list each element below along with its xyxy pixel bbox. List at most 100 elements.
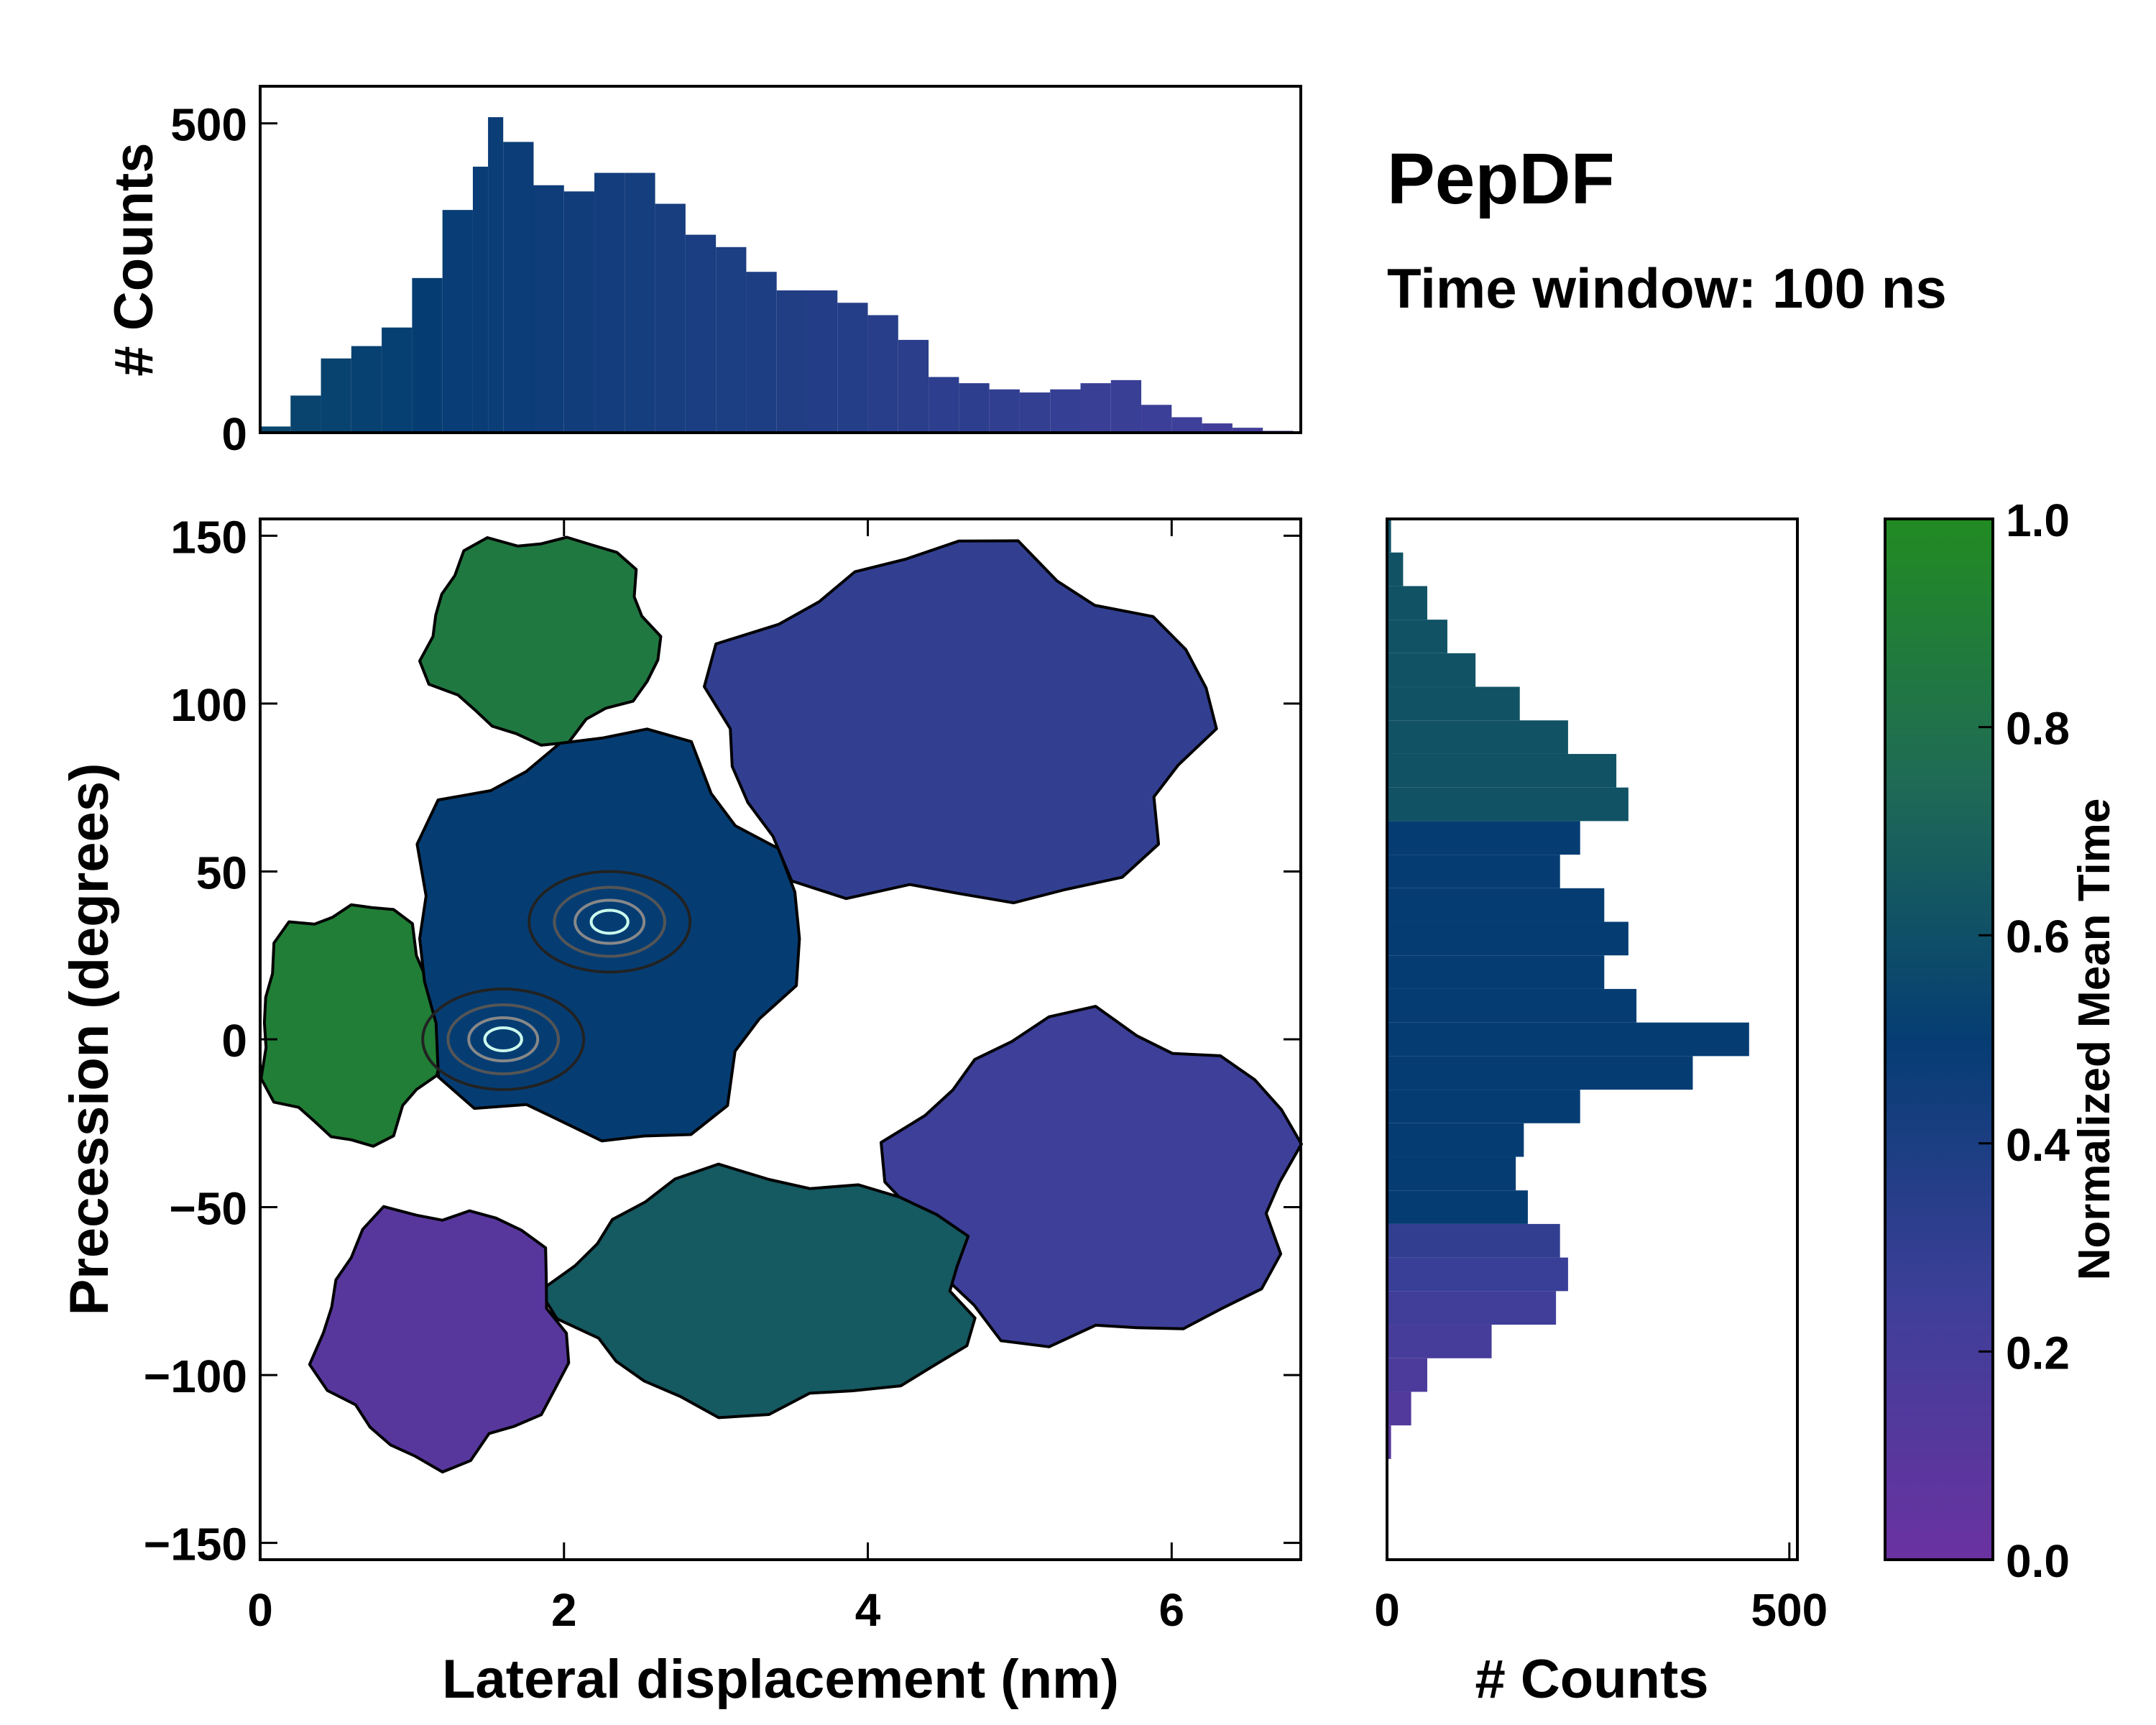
- heatmap-region: [538, 1162, 977, 1420]
- right-histogram-bar: [1387, 1223, 1560, 1258]
- x-tick-label: 6: [1159, 1584, 1185, 1636]
- colorbar-tick-label: 0.2: [2006, 1327, 2070, 1379]
- top-histogram-bar: [260, 426, 291, 433]
- top-histogram-bar: [837, 303, 868, 433]
- top-histogram-bar: [594, 172, 625, 433]
- colorbar-tick-label: 0.8: [2006, 703, 2070, 755]
- density-contour: [553, 886, 666, 958]
- top-histogram-bar: [655, 203, 686, 433]
- right-histogram-bar: [1387, 686, 1520, 721]
- top-histogram-bar: [625, 172, 655, 433]
- right-histogram-bar: [1387, 653, 1476, 687]
- right-histogram-panel: 0 500 # Counts: [1374, 518, 1828, 1710]
- top-histogram-bar: [898, 339, 929, 433]
- top-histogram-bar: [1019, 392, 1051, 433]
- top-histogram-bar: [685, 234, 717, 433]
- density-contour: [528, 870, 692, 974]
- top-histogram-bar: [867, 315, 898, 433]
- top-histogram-bar: [412, 277, 443, 433]
- right-histogram-bar: [1387, 586, 1427, 620]
- colorbar-frame: [1884, 518, 1994, 1561]
- x-tick-label: 4: [855, 1584, 881, 1636]
- top-histogram-bar: [1080, 383, 1111, 433]
- colorbar-gradient: [1885, 519, 1993, 1560]
- x-tick-label: 0: [247, 1584, 273, 1636]
- chart-title: PepDF: [1387, 139, 1615, 219]
- right-histogram-bar: [1387, 720, 1568, 754]
- heatmap-region: [418, 535, 663, 747]
- main-axis-ticks: 0 2 4 6 −150 −100 −50 0 50 100 150: [144, 511, 1301, 1636]
- heatmap-region: [415, 727, 801, 1143]
- top-histogram-bars: [260, 117, 1294, 433]
- right-histogram-x-label: # Counts: [1475, 1649, 1708, 1710]
- main-heatmap-panel: 0 2 4 6 −150 −100 −50 0 50 100 150 Lateral displac…: [59, 511, 1303, 1710]
- right-histogram-bar: [1387, 921, 1628, 956]
- top-histogram-bar: [533, 185, 564, 433]
- top-histogram-bar: [716, 247, 747, 433]
- right-histogram-bar: [1387, 1425, 1391, 1459]
- top-histogram-bar: [1110, 380, 1142, 433]
- right-histogram-bars: [1387, 519, 1749, 1459]
- right-histogram-bar: [1387, 519, 1391, 553]
- right-histogram-bar: [1387, 620, 1447, 653]
- right-histogram-frame: [1386, 518, 1799, 1561]
- top-histogram-frame: [259, 85, 1302, 434]
- heatmap-regions: [259, 535, 1303, 1473]
- colorbar-tick-label: 0.4: [2006, 1119, 2070, 1171]
- top-histogram-bar: [929, 377, 959, 433]
- top-histogram-panel: 0 500 # Counts: [103, 85, 1302, 460]
- right-histogram-bar: [1387, 888, 1605, 922]
- right-histogram-ticks: 0 500: [1374, 1542, 1828, 1636]
- top-histogram-bar: [382, 327, 413, 433]
- right-x-tick-label: 0: [1374, 1584, 1400, 1636]
- right-x-tick-label: 500: [1751, 1584, 1828, 1636]
- top-histogram-bar: [321, 358, 351, 433]
- top-histogram-bar: [959, 383, 990, 433]
- right-histogram-bar: [1387, 1291, 1557, 1325]
- heatmap-region: [259, 903, 448, 1148]
- right-histogram-bar: [1387, 787, 1628, 822]
- top-histogram-bar: [746, 272, 777, 433]
- right-histogram-bar: [1387, 1090, 1580, 1123]
- colorbar-tick-label: 0.0: [2006, 1535, 2070, 1587]
- right-histogram-bar: [1387, 1358, 1427, 1392]
- y-tick-label: 0: [221, 1015, 247, 1067]
- colorbar-ticks: 0.0 0.2 0.4 0.6 0.8 1.0: [1978, 494, 2070, 1587]
- right-histogram-bar: [1387, 855, 1560, 888]
- right-histogram-bar: [1387, 1123, 1524, 1157]
- x-tick-label: 2: [551, 1584, 577, 1636]
- colorbar-tick-label: 1.0: [2006, 494, 2070, 546]
- y-tick-label: −150: [144, 1519, 247, 1570]
- top-histogram-bar: [442, 210, 473, 433]
- right-histogram-bar: [1387, 1257, 1568, 1292]
- right-histogram-bar: [1387, 1392, 1411, 1426]
- top-histogram-bar: [1202, 423, 1233, 433]
- y-tick-label: 150: [170, 511, 247, 563]
- y-tick-label: 100: [170, 679, 247, 731]
- colorbar-tick-label: 0.6: [2006, 911, 2070, 962]
- top-histogram-bar: [1232, 428, 1263, 433]
- top-histogram-bar: [776, 290, 807, 433]
- right-histogram-bar: [1387, 1190, 1528, 1224]
- heatmap-region: [308, 1205, 571, 1473]
- top-histogram-bar: [1171, 417, 1202, 433]
- top-y-tick-label: 500: [170, 99, 247, 151]
- top-histogram-bar: [563, 191, 595, 433]
- chart-subtitle: Time window: 100 ns: [1387, 257, 1947, 320]
- top-histogram-bar: [1141, 405, 1172, 433]
- heatmap-region: [703, 539, 1218, 905]
- density-contours: [421, 870, 692, 1091]
- top-histogram-bar: [503, 142, 534, 433]
- top-histogram-bar: [1050, 389, 1081, 433]
- density-contour: [421, 988, 586, 1091]
- top-histogram-y-ticks: 0 500: [170, 99, 277, 460]
- density-contour: [467, 1016, 540, 1062]
- main-x-axis-label: Lateral displacement (nm): [442, 1649, 1119, 1710]
- density-contour: [446, 1003, 561, 1075]
- y-tick-label: 50: [196, 847, 247, 898]
- right-histogram-bar: [1387, 955, 1605, 989]
- top-y-tick-label: 0: [221, 408, 247, 460]
- right-histogram-bar: [1387, 1056, 1693, 1090]
- right-histogram-bar: [1387, 1156, 1516, 1191]
